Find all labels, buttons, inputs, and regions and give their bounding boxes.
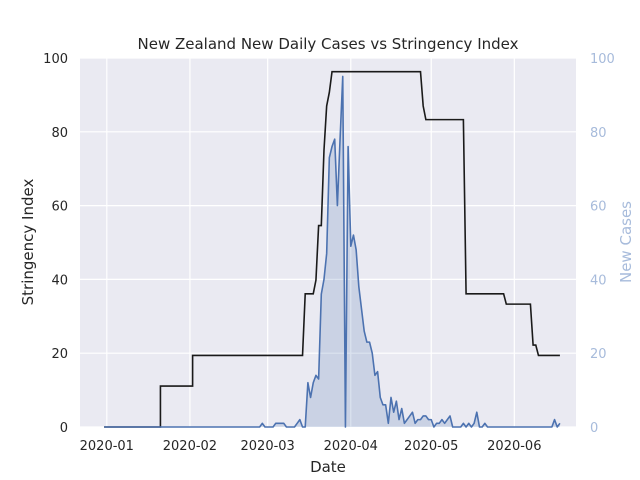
- y-tick-right: 60: [590, 200, 607, 215]
- x-tick: 2020-05: [404, 439, 458, 454]
- x-tick: 2020-06: [487, 439, 541, 454]
- x-tick: 2020-03: [241, 439, 295, 454]
- y-tick-right: 20: [590, 347, 607, 362]
- y-tick-left: 0: [60, 421, 68, 436]
- y-axis-label-left: Stringency Index: [19, 179, 37, 306]
- x-axis-label: Date: [310, 458, 346, 476]
- new-cases-area: [104, 76, 560, 427]
- chart-title: New Zealand New Daily Cases vs Stringenc…: [138, 35, 519, 53]
- y-tick-left: 80: [51, 126, 68, 141]
- stringency-index-line: [104, 70, 560, 428]
- y-tick-right: 0: [590, 421, 598, 436]
- y-tick-left: 60: [51, 200, 68, 215]
- y-tick-right: 100: [590, 52, 615, 67]
- y-tick-left: 20: [51, 347, 68, 362]
- y-tick-left: 100: [43, 52, 68, 67]
- y-tick-right: 40: [590, 273, 607, 288]
- x-tick: 2020-02: [163, 439, 217, 454]
- y-tick-left: 40: [51, 273, 68, 288]
- y-tick-right: 80: [590, 126, 607, 141]
- x-tick: 2020-04: [324, 439, 378, 454]
- series-layer: [104, 70, 561, 428]
- y-axis-label-right: New Cases: [617, 201, 635, 283]
- tick-labels: 0 20 40 60 80 100 0 20 40 60 80 100 2020-01 2020-02 20…: [43, 52, 615, 454]
- plot-background: [80, 58, 576, 427]
- new-cases-line: [104, 75, 561, 428]
- x-tick: 2020-01: [80, 439, 134, 454]
